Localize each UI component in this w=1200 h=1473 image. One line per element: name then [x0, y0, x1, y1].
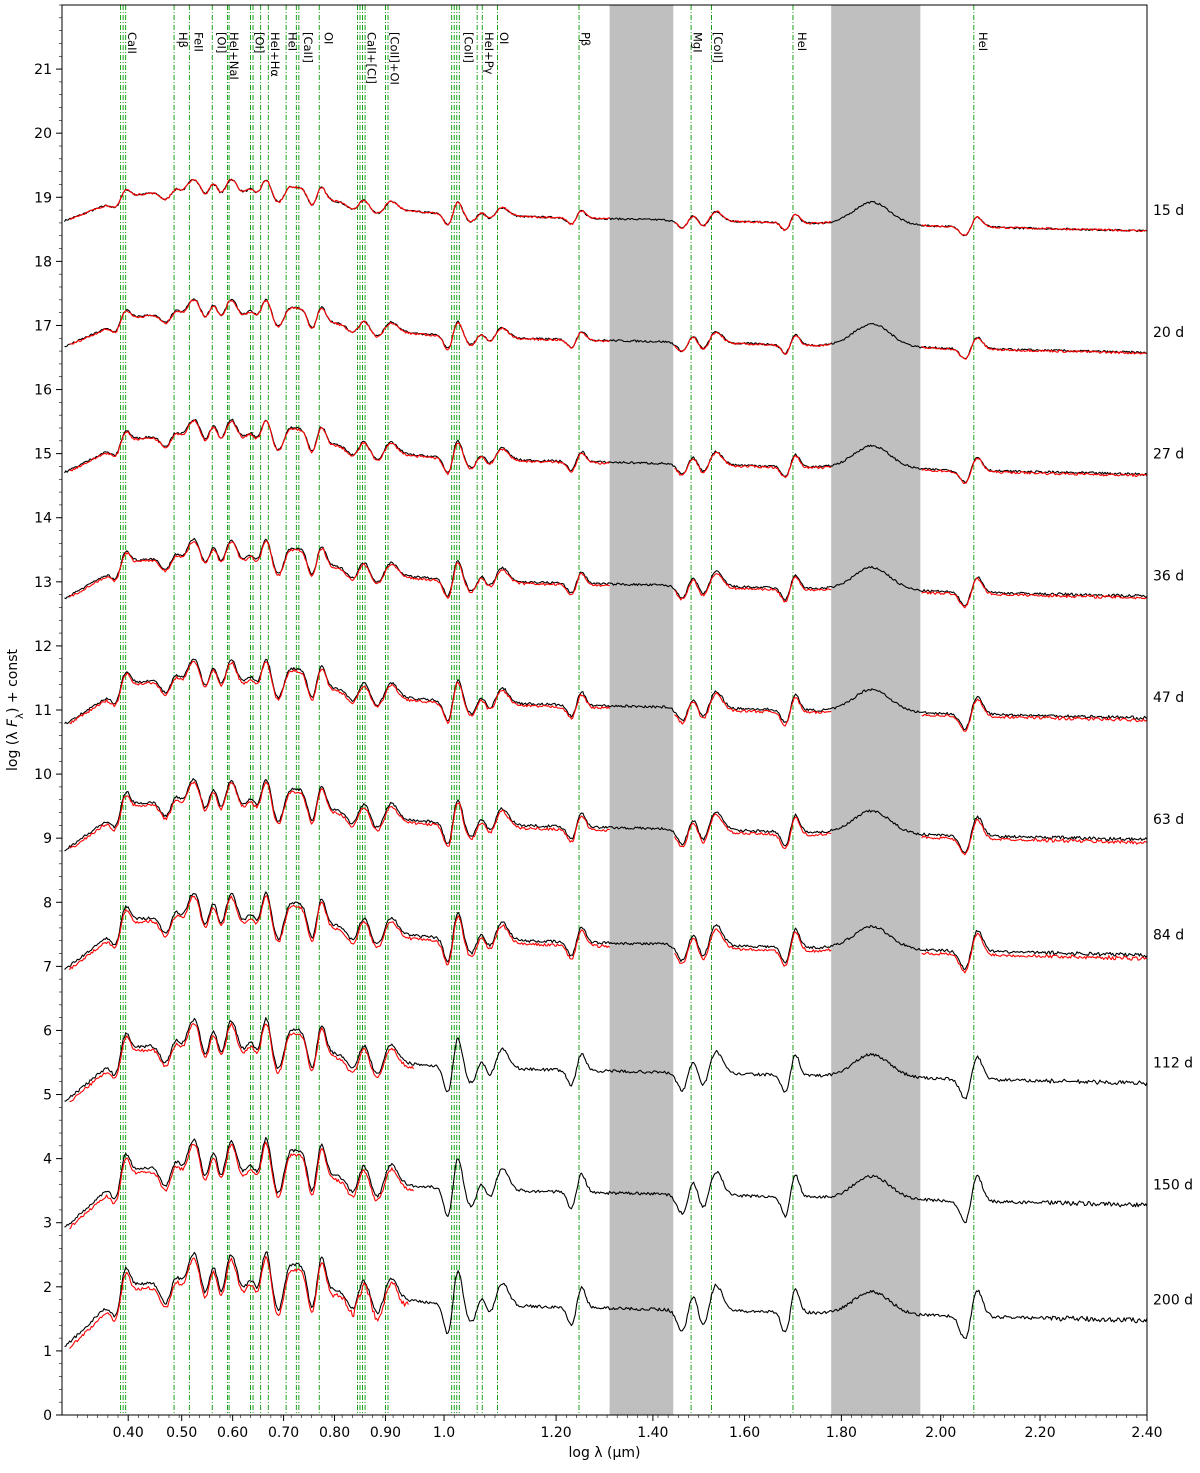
x-tick-label: 1.40	[637, 1425, 668, 1441]
y-tick-label: 4	[43, 1152, 52, 1168]
y-tick-label: 2	[43, 1280, 52, 1296]
x-tick-label: 0.80	[319, 1425, 350, 1441]
observed-spectrum-63d	[64, 778, 1148, 854]
shaded-band-2	[831, 5, 921, 1415]
spectra-series	[64, 178, 1148, 1349]
y-axis-title-F: F	[5, 718, 21, 727]
x-tick-label: 1.20	[541, 1425, 572, 1441]
x-tick-label: 1.0	[433, 1425, 455, 1441]
model-spectrum-150d	[69, 1141, 414, 1230]
y-tick-label: 6	[43, 1023, 52, 1039]
line-label: [OI]	[214, 32, 228, 53]
model-spectrum-112d	[69, 1022, 414, 1103]
line-label: HeI+NaI	[227, 32, 241, 80]
line-label: HeI	[976, 32, 990, 51]
y-axis-title: log (λ Fλ) + const	[5, 648, 26, 771]
line-marker-labels: CaII Hβ FeII [OI]HeI+NaI [OI] HeI+Hα HeI [CaII]…	[125, 32, 990, 85]
epoch-labels: 15 d 20 d 27 d 36 d 47 d 63 d 84 d 112 d 150 d 20…	[1153, 203, 1193, 1309]
y-tick-label: 18	[34, 254, 52, 270]
model-spectrum-63d	[69, 781, 1148, 856]
observed-spectrum-200d	[64, 1251, 1148, 1347]
y-tick-label: 19	[34, 190, 52, 206]
model-spectrum-15d	[69, 178, 1148, 236]
model-spectrum-36d	[69, 540, 1148, 609]
epoch-label: 200 d	[1153, 1293, 1193, 1309]
line-label: [CoII]	[461, 32, 475, 63]
y-tick-label: 12	[34, 639, 52, 655]
observed-spectrum-150d	[64, 1136, 1148, 1228]
x-tick-label: 2.00	[925, 1425, 956, 1441]
observed-spectrum-36d	[64, 537, 1148, 607]
x-tick-label: 0.50	[166, 1425, 197, 1441]
line-label: CaII+[CI]	[365, 32, 379, 84]
y-tick-label: 5	[43, 1088, 52, 1104]
y-tick-label: 14	[34, 511, 52, 527]
model-spectrum-200d	[69, 1255, 409, 1349]
x-tick-label: 1.80	[826, 1425, 857, 1441]
epoch-label: 15 d	[1153, 203, 1184, 219]
y-tick-label: 15	[34, 447, 52, 463]
x-axis: 0.40 0.50 0.60 0.70 0.80 0.90 1.0 1.20 1.40 1.60 1…	[76, 1415, 1163, 1441]
epoch-label: 27 d	[1153, 447, 1184, 463]
x-tick-label: 2.20	[1024, 1425, 1055, 1441]
shaded-band-1	[609, 5, 674, 1415]
line-label: HeI	[286, 32, 300, 51]
line-label: OI	[497, 32, 511, 44]
y-tick-label: 9	[43, 831, 52, 847]
model-spectrum-20d	[69, 299, 1148, 360]
x-tick-label: 2.40	[1131, 1425, 1162, 1441]
y-tick-label: 1	[43, 1344, 52, 1360]
x-tick-label: 0.90	[370, 1425, 401, 1441]
observed-spectrum-112d	[64, 1017, 1148, 1102]
x-tick-label: 1.60	[729, 1425, 760, 1441]
model-spectrum-84d	[69, 895, 1148, 974]
line-label: Pβ	[579, 32, 593, 46]
y-tick-label: 7	[43, 959, 52, 975]
line-label: FeII	[191, 32, 205, 52]
model-spectrum-27d	[69, 419, 1148, 485]
epoch-label: 20 d	[1153, 325, 1184, 341]
y-tick-label: 16	[34, 383, 52, 399]
line-label: [OI]	[253, 32, 267, 53]
shaded-bands	[609, 5, 921, 1415]
epoch-label: 84 d	[1153, 927, 1184, 943]
epoch-label: 63 d	[1153, 812, 1184, 828]
y-tick-label: 11	[34, 703, 52, 719]
line-label: MgI	[691, 32, 705, 53]
y-axis-title-pre: log (λ	[5, 727, 21, 771]
line-label: OI	[321, 32, 335, 44]
line-label: HeI+Hα	[268, 32, 282, 77]
observed-spectrum-15d	[64, 178, 1148, 237]
line-label: Hβ	[176, 32, 190, 48]
y-tick-label: 8	[43, 895, 52, 911]
y-tick-label: 20	[34, 126, 52, 142]
y-tick-label: 0	[43, 1408, 52, 1424]
y-tick-label: 17	[34, 318, 52, 334]
x-axis-title: log λ (µm)	[569, 1445, 641, 1461]
x-tick-label: 0.70	[268, 1425, 299, 1441]
line-label: [CaII]	[301, 32, 315, 63]
line-label: CaII	[125, 32, 139, 54]
line-label: [CoII]+OI	[388, 32, 402, 85]
y-tick-label: 10	[34, 767, 52, 783]
y-tick-label: 3	[43, 1216, 52, 1232]
y-tick-label: 13	[34, 575, 52, 591]
y-axis-title-sub: λ	[15, 713, 26, 719]
line-label: [CoII]	[711, 32, 725, 63]
y-tick-label: 21	[34, 62, 52, 78]
model-spectrum-47d	[69, 660, 1148, 732]
observed-spectrum-47d	[64, 658, 1148, 731]
x-tick-label: 0.60	[217, 1425, 248, 1441]
observed-spectrum-84d	[64, 891, 1148, 971]
line-label: HeI+Pγ	[482, 32, 496, 75]
epoch-label: 112 d	[1153, 1056, 1193, 1072]
line-label: HeI	[795, 32, 809, 51]
epoch-label: 150 d	[1153, 1177, 1193, 1193]
epoch-label: 47 d	[1153, 690, 1184, 706]
x-tick-label: 0.40	[113, 1425, 144, 1441]
epoch-label: 36 d	[1153, 568, 1184, 584]
y-axis-title-post: ) + const	[5, 648, 21, 713]
